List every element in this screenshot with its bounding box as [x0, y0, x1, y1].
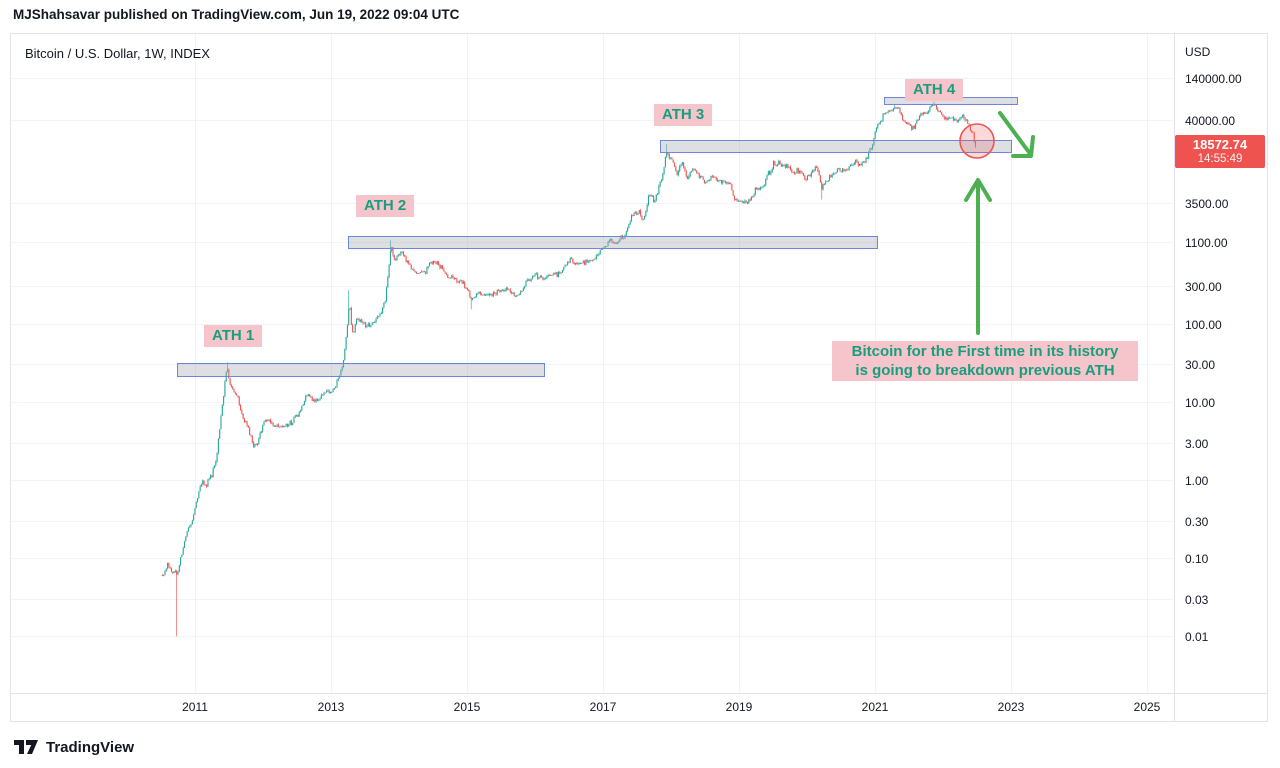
chart-widget: ATH 1 ATH 2 ATH 3 ATH 4 Bitcoin for the Fir… [10, 33, 1268, 722]
ath-label-1: ATH 1 [204, 325, 263, 347]
drawing-layer: ATH 1 ATH 2 ATH 3 ATH 4 [11, 34, 1173, 692]
countdown-timer: 14:55:49 [1197, 153, 1243, 165]
ath-band-2 [348, 236, 878, 249]
price-tick-label: 30.00 [1185, 358, 1216, 372]
year-label: 2021 [861, 700, 889, 714]
publish-attribution: MJShahsavar published on TradingView.com… [13, 7, 460, 22]
year-label: 2017 [589, 700, 617, 714]
price-tick-label: 40000.00 [1185, 114, 1236, 128]
price-tick-label: 140000.00 [1185, 72, 1242, 86]
symbol-legend[interactable]: Bitcoin / U.S. Dollar, 1W, INDEX [25, 46, 210, 61]
price-tick-label: 1.00 [1185, 474, 1209, 488]
annotation-line-1: Bitcoin for the First time in its histor… [851, 343, 1119, 360]
year-label: 2011 [182, 700, 208, 714]
chart-plot-area[interactable]: ATH 1 ATH 2 ATH 3 ATH 4 Bitcoin for the Fir… [11, 34, 1173, 692]
price-tick-label: 3.00 [1185, 437, 1209, 451]
tradingview-logo-icon [14, 740, 38, 754]
price-tick-label: 1100.00 [1185, 236, 1228, 250]
ath-band-1 [177, 363, 545, 377]
price-tick-label: 0.30 [1185, 515, 1209, 529]
annotation-line-2: is going to breakdown previous ATH [855, 362, 1115, 379]
price-tick-label: 0.03 [1185, 593, 1209, 607]
annotation-note: Bitcoin for the First time in its histor… [832, 341, 1138, 381]
currency-label: USD [1185, 45, 1211, 59]
time-axis[interactable]: 2011 2013 2015 2017 2019 2021 2023 2025 [11, 693, 1174, 721]
price-tick-label: 0.01 [1185, 630, 1209, 644]
year-label: 2025 [1133, 700, 1161, 714]
price-tick-label: 100.00 [1185, 318, 1222, 332]
last-price-value: 18572.74 [1192, 137, 1248, 152]
year-label: 2019 [725, 700, 753, 714]
price-axis[interactable]: USD 18572.74 14:55:49 140000.00 40000.00 3… [1174, 34, 1267, 721]
ath-label-4: ATH 4 [905, 79, 964, 101]
tradingview-logo-text: TradingView [46, 738, 135, 756]
price-tick-label: 10.00 [1185, 396, 1216, 410]
year-label: 2013 [317, 700, 345, 714]
ath-label-2: ATH 2 [356, 195, 415, 217]
price-tick-label: 3500.00 [1185, 197, 1229, 211]
year-label: 2015 [453, 700, 481, 714]
axis-corner [1174, 693, 1267, 721]
year-label: 2023 [997, 700, 1025, 714]
price-tick-label: 0.10 [1185, 552, 1209, 566]
price-tick-label: 300.00 [1185, 280, 1222, 294]
last-price-badge: 18572.74 14:55:49 [1175, 135, 1265, 168]
ath-band-3 [660, 140, 1012, 153]
ath-label-3: ATH 3 [654, 104, 713, 126]
footer-branding[interactable]: TradingView [13, 737, 134, 757]
